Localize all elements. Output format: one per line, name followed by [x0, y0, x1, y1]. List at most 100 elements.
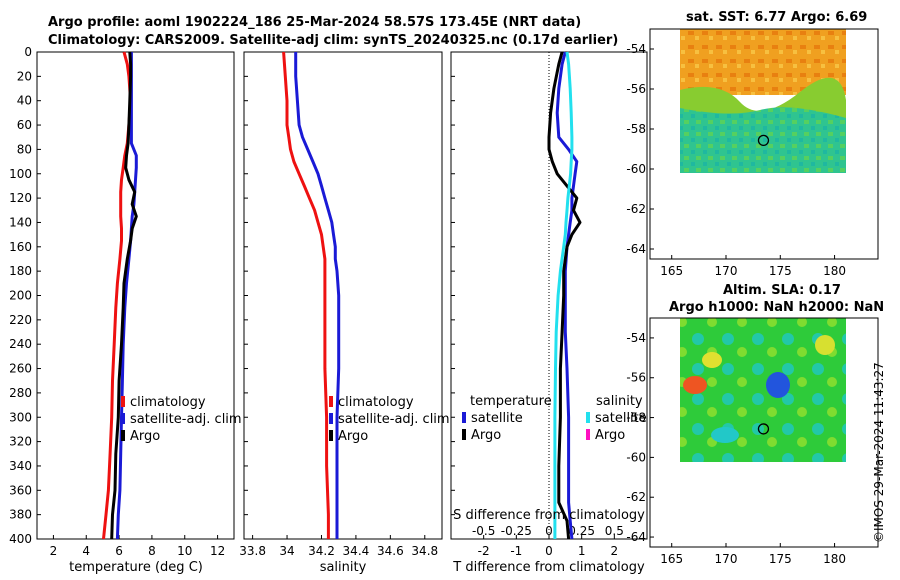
legend-swatch-climatology	[121, 396, 125, 407]
map-y-tick-label: -56	[626, 371, 646, 385]
map-y-tick-label: -60	[626, 450, 646, 464]
legend-s-satellite: satellite	[595, 411, 647, 426]
y-tick-label: 240	[9, 337, 32, 351]
map-y-tick-label: -58	[626, 411, 646, 425]
legend-climatology: climatology	[338, 395, 414, 410]
s-tick-label: 0.5	[605, 524, 624, 538]
y-tick-label: 60	[17, 118, 32, 132]
y-tick-label: 360	[9, 483, 32, 497]
y-tick-label: 260	[9, 362, 32, 376]
legend-swatch-t-satellite	[462, 412, 466, 423]
y-tick-label: 340	[9, 459, 32, 473]
sla-argo-marker	[757, 423, 770, 435]
legend-swatch-argo	[121, 430, 125, 441]
figure-title-line2: Climatology: CARS2009. Satellite-adj cli…	[48, 33, 619, 48]
map-x-tick-label: 170	[715, 264, 738, 278]
legend-t-argo: Argo	[471, 428, 501, 443]
sla-high-east	[815, 335, 835, 355]
y-tick-label: 400	[9, 532, 32, 546]
legend-swatch-s-satellite	[586, 412, 590, 423]
map-x-tick-label: 165	[660, 552, 683, 566]
legend-argo: Argo	[130, 429, 160, 444]
sst-map-empty	[680, 173, 846, 258]
sla-map-frame	[649, 317, 879, 548]
map-y-tick-label: -56	[626, 82, 646, 96]
legend-climatology: climatology	[130, 395, 206, 410]
legend-swatch-t-argo	[462, 429, 466, 440]
map-y-tick-label: -62	[626, 490, 646, 504]
difference-xlabel: T difference from climatology	[452, 560, 645, 575]
y-tick-label: 100	[9, 167, 32, 181]
series-line-climatology	[282, 51, 330, 539]
sst-map-title: sat. SST: 6.77 Argo: 6.69	[686, 10, 868, 25]
series-line-t-argo	[547, 51, 582, 540]
x-tick-label: 8	[148, 544, 156, 558]
x-tick-label: 33.8	[239, 544, 266, 558]
sla-low-south	[711, 427, 739, 443]
legend-swatch-satellite	[121, 413, 125, 424]
map-x-tick-label: 175	[769, 552, 792, 566]
sla-map	[649, 317, 879, 548]
map-y-tick-label: -54	[626, 331, 646, 345]
legend-s-argo: Argo	[595, 428, 625, 443]
legend-salinity-title: salinity	[596, 394, 643, 409]
x-tick-label: 1	[578, 544, 586, 558]
x-tick-label: 6	[115, 544, 123, 558]
salinity-xlabel: salinity	[320, 560, 367, 575]
y-tick-label: 220	[9, 313, 32, 327]
y-tick-label: 380	[9, 508, 32, 522]
legend-temperature-title: temperature	[470, 394, 552, 409]
series-line-argo	[110, 51, 138, 540]
temperature-xlabel: temperature (deg C)	[69, 560, 203, 575]
x-tick-label: -1	[510, 544, 522, 558]
legend-swatch-argo	[329, 430, 333, 441]
sst-argo-marker	[757, 134, 770, 147]
s-tick-label: 0.25	[568, 524, 595, 538]
legend-t-satellite: satellite	[471, 411, 523, 426]
legend-swatch-climatology	[329, 396, 333, 407]
x-tick-label: -2	[478, 544, 490, 558]
map-y-tick-label: -64	[626, 530, 646, 544]
map-x-tick-label: 170	[715, 552, 738, 566]
x-tick-label: 34.2	[308, 544, 335, 558]
difference-xlabel-top: S difference from climatology	[453, 508, 645, 523]
x-tick-label: 10	[177, 544, 192, 558]
map-x-tick-label: 165	[660, 264, 683, 278]
sst-map	[649, 28, 879, 260]
salinity-panel	[243, 51, 443, 540]
map-y-tick-label: -64	[626, 242, 646, 256]
y-tick-label: 180	[9, 264, 32, 278]
y-tick-label: 300	[9, 410, 32, 424]
sla-low-center	[766, 372, 790, 398]
y-tick-label: 80	[17, 142, 32, 156]
x-tick-label: 4	[82, 544, 90, 558]
figure-title-line1: Argo profile: aoml 1902224_186 25-Mar-20…	[48, 15, 582, 30]
x-tick-label: 2	[611, 544, 619, 558]
sst-map-frame	[649, 28, 879, 260]
y-tick-label: 160	[9, 240, 32, 254]
map-x-tick-label: 180	[823, 552, 846, 566]
s-tick-label: -0.25	[501, 524, 532, 538]
x-tick-label: 34	[279, 544, 294, 558]
sla-map-title-line1: Altim. SLA: 0.17	[723, 283, 841, 298]
sla-high-west	[683, 376, 707, 394]
x-tick-label: 34.4	[343, 544, 370, 558]
map-y-tick-label: -54	[626, 42, 646, 56]
s-tick-label: -0.5	[472, 524, 495, 538]
difference-legend: temperature satellite Argo salinity sate…	[462, 394, 647, 443]
y-tick-label: 20	[17, 69, 32, 83]
sla-map-title-line2: Argo h1000: NaN h2000: NaN	[669, 300, 885, 315]
x-tick-label: 34.8	[411, 544, 438, 558]
x-tick-label: 34.6	[377, 544, 404, 558]
x-tick-label: 0	[545, 544, 553, 558]
y-tick-label: 280	[9, 386, 32, 400]
series-line-t-satellite	[555, 51, 579, 540]
y-tick-label: 0	[24, 45, 32, 59]
sst-cold-region	[680, 107, 846, 173]
s-tick-label: 0	[545, 524, 553, 538]
x-tick-label: 12	[210, 544, 225, 558]
y-tick-label: 200	[9, 289, 32, 303]
x-tick-label: 2	[50, 544, 58, 558]
map-y-tick-label: -58	[626, 122, 646, 136]
